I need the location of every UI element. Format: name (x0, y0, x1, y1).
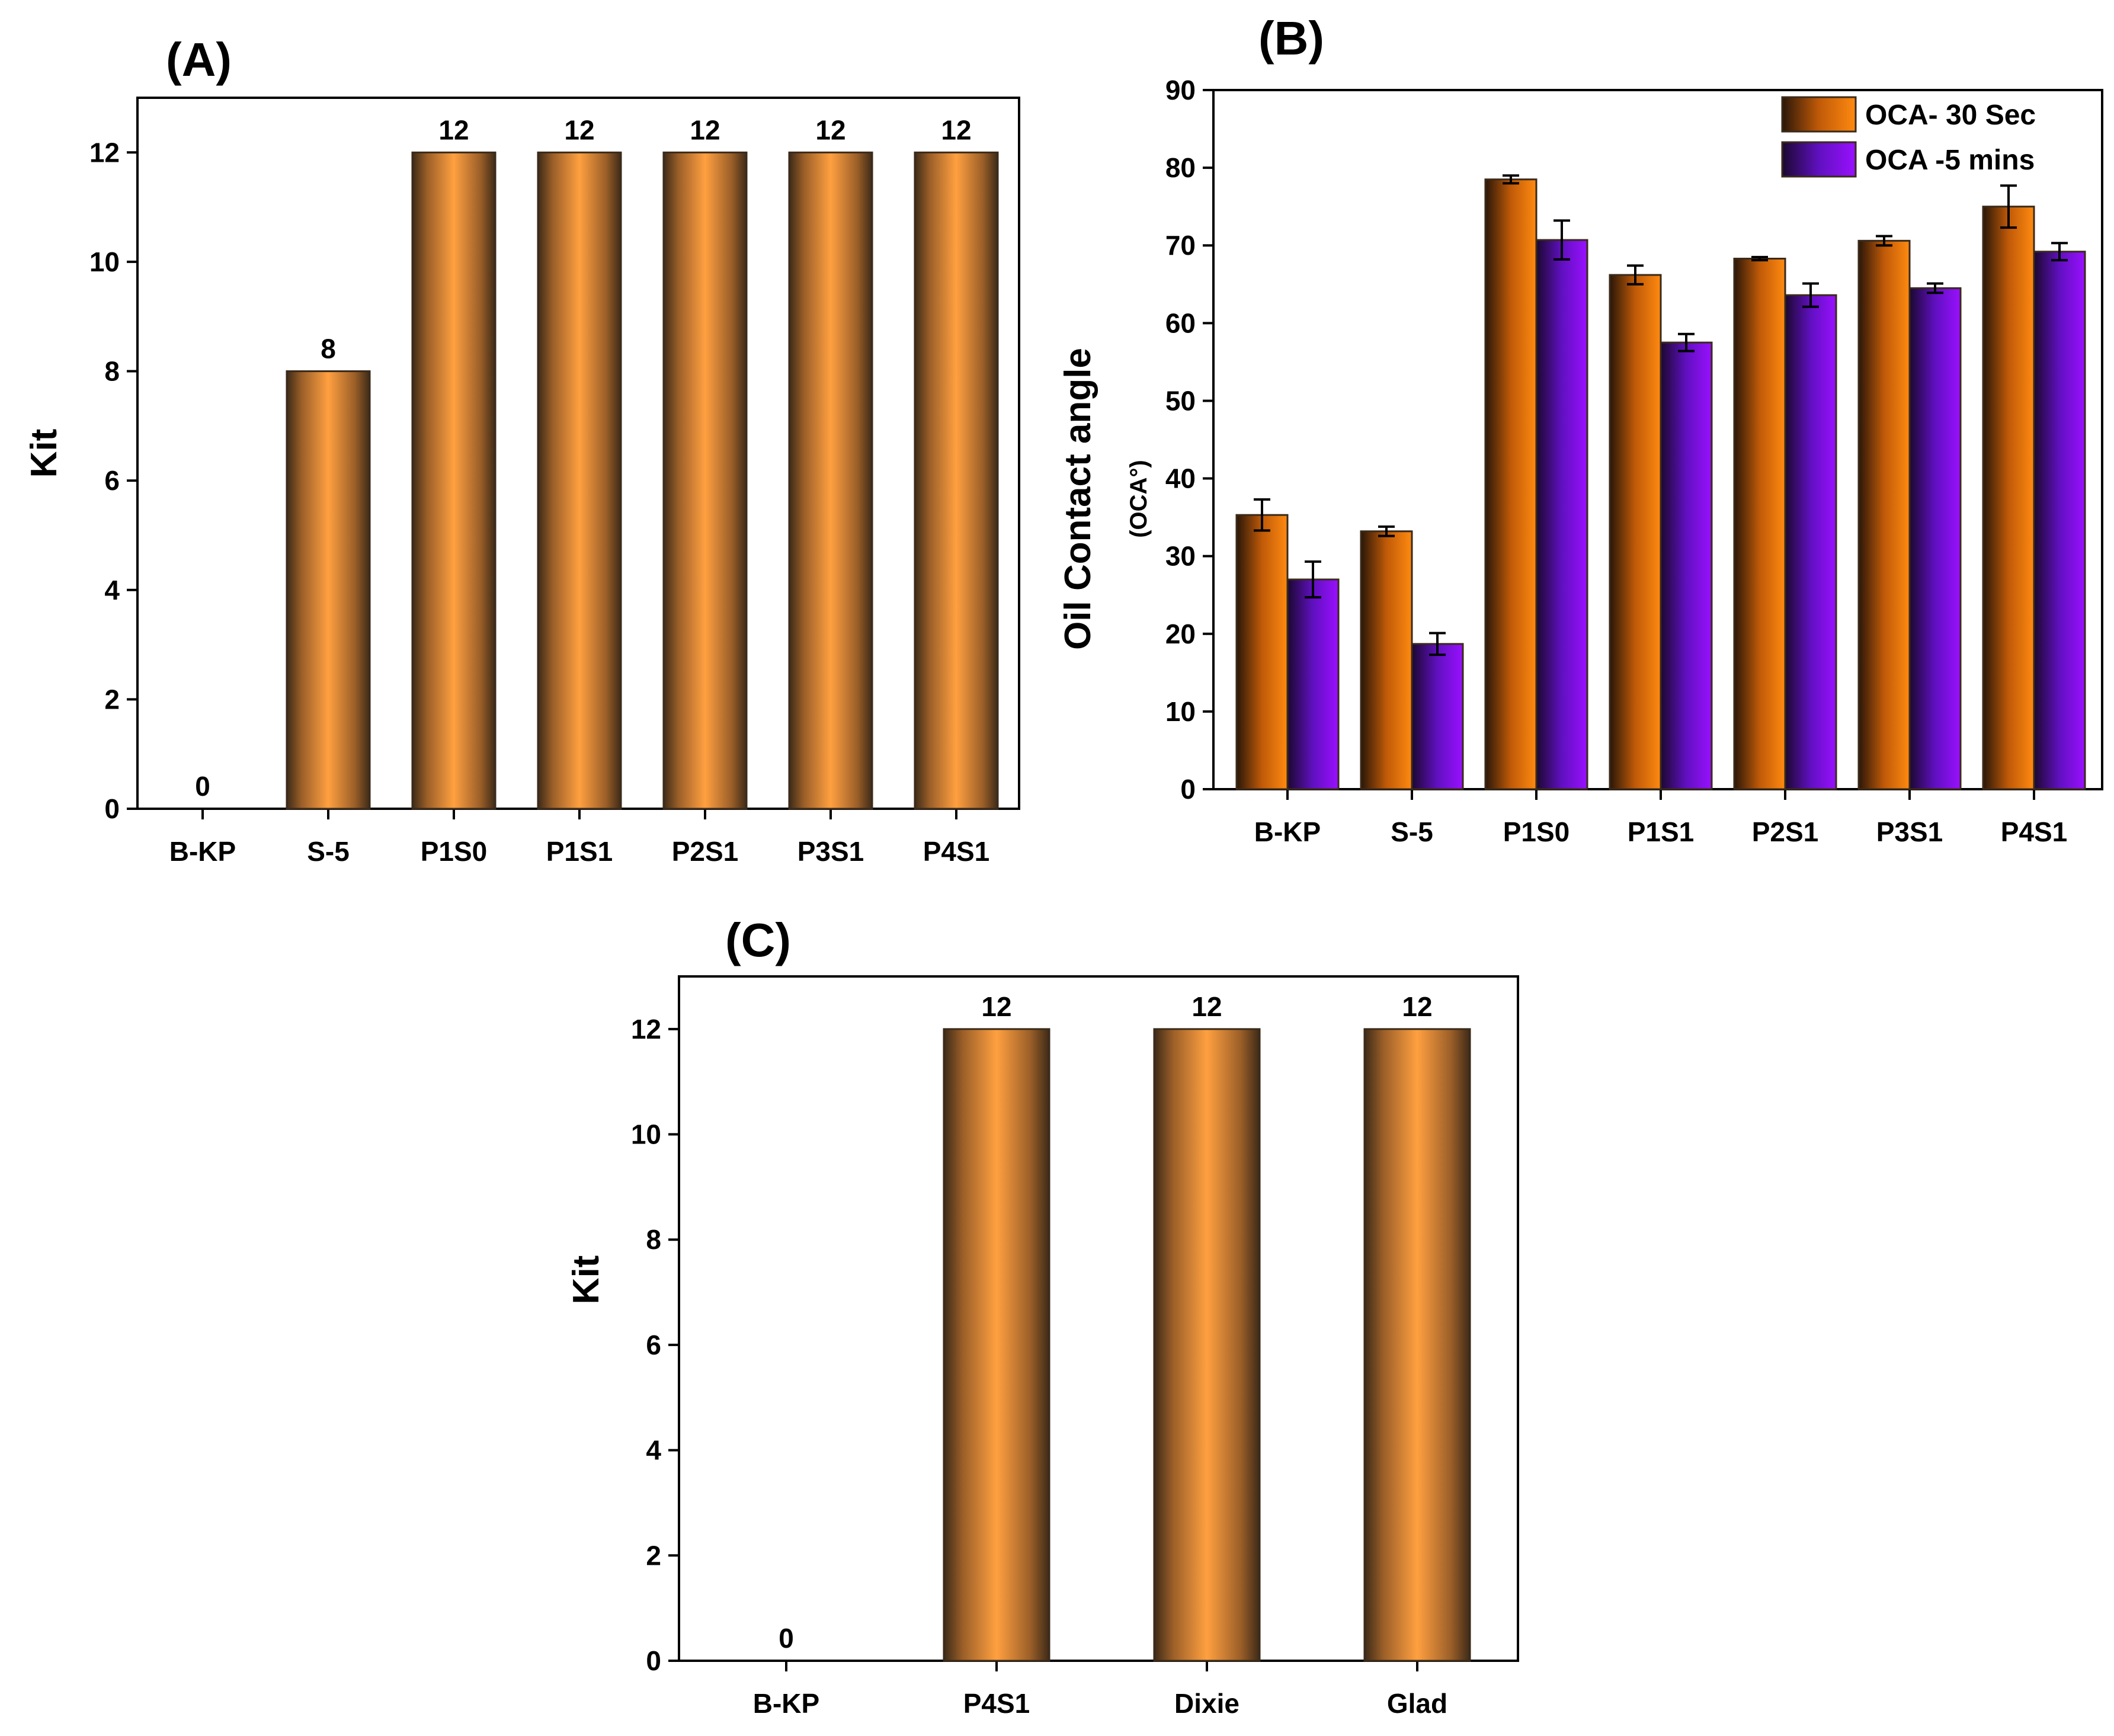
panel-a-y-tick-label: 6 (104, 465, 120, 496)
panel-b-legend-swatch-2 (1781, 141, 1857, 178)
panel-b-x-tick-label: S-5 (1391, 816, 1433, 847)
panel-b-y-tick-label: 40 (1165, 463, 1196, 494)
panel-c-y-tick-label: 0 (646, 1645, 661, 1676)
panel-c-x-tick-label: Dixie (1174, 1688, 1239, 1719)
panel-b-x-tick-label: P4S1 (2001, 816, 2068, 847)
panel-c-x-tick-label: Glad (1387, 1688, 1447, 1719)
panel-c-plot-frame (678, 975, 1519, 1662)
panel-b-y-tick-label: 70 (1165, 230, 1196, 261)
panel-b-y-axis-title: Oil Contact angle (1058, 348, 1098, 650)
panel-c-x-tick-label: B-KP (753, 1688, 819, 1719)
panel-a-bar-p3s1 (788, 151, 873, 810)
panel-b-bar-b-kp-series-1 (1235, 514, 1289, 790)
panel-b-bar-p1s0-series-1 (1484, 178, 1538, 790)
panel-b-bar-p1s0-series-2 (1535, 239, 1588, 790)
panel-c-chart: (C) 0 2 4 6 8 10 12 Kit B-KP 0 P4S1 12 Dixie 12 Glad 12 (566, 914, 1519, 1719)
panel-c-data-label: 0 (779, 1623, 794, 1654)
panel-b-y-tick-label: 90 (1165, 75, 1196, 105)
panel-c-y-tick-label: 10 (631, 1119, 661, 1150)
panel-c-bar-p4s1 (943, 1028, 1050, 1662)
panel-b-y-tick-label: 60 (1165, 308, 1196, 338)
panel-a-x-tick-label: P1S1 (546, 836, 613, 867)
panel-b-bar-p1s1-series-2 (1660, 341, 1713, 790)
panel-a-data-label: 8 (321, 334, 336, 364)
panel-b-bar-s-5-series-2 (1411, 643, 1464, 790)
panel-b-x-tick-label: P2S1 (1752, 816, 1819, 847)
panel-a-bar-p1s1 (537, 151, 622, 810)
panel-c-y-axis-title: Kit (566, 1255, 607, 1305)
panel-b-chart: (B) 0 10 20 30 40 50 60 70 80 90 Oil Contact angle (… (1058, 12, 2103, 847)
panel-a-y-tick-label: 2 (104, 684, 120, 715)
panel-c-y-tick-label: 8 (646, 1224, 661, 1255)
panel-a-bar-s-5 (286, 370, 371, 810)
panel-b-x-tick-label: B-KP (1254, 816, 1321, 847)
panel-a-x-tick-label: B-KP (169, 836, 236, 867)
panel-a-label: (A) (166, 33, 232, 86)
panel-b-y-tick-label: 30 (1165, 541, 1196, 572)
panel-a-data-label: 12 (690, 114, 720, 145)
panel-c-x-tick-label: P4S1 (963, 1688, 1030, 1719)
panel-a-x-tick-label: S-5 (307, 836, 350, 867)
panel-c-y-tick-label: 2 (646, 1540, 661, 1571)
panel-a-y-tick-label: 0 (104, 793, 120, 824)
panel-a-data-label: 0 (195, 771, 210, 802)
panel-c-bar-dixie (1153, 1028, 1261, 1662)
panel-b-legend-swatch-1 (1781, 96, 1857, 133)
panel-b-x-tick-label: P1S1 (1628, 816, 1695, 847)
panel-c-label: (C) (725, 914, 791, 966)
panel-a-data-label: 12 (941, 114, 971, 145)
panel-b-y-tick-label: 50 (1165, 385, 1196, 416)
panel-b-bar-p2s1-series-1 (1733, 258, 1786, 790)
panel-b-bar-p4s1-series-1 (1982, 206, 2035, 790)
panel-c-y-tick-label: 6 (646, 1330, 661, 1360)
panel-c-data-label: 12 (981, 991, 1011, 1022)
panel-a-bar-p4s1 (914, 151, 999, 810)
panel-b-bar-p4s1-series-2 (2033, 251, 2086, 790)
panel-a-chart: (A) 0 2 4 6 8 10 12 Kit B-KP 0 S-5 8 P1S0 12 P1S1 12 P2S1… (24, 33, 1020, 867)
panel-a-x-tick-label: P2S1 (672, 836, 739, 867)
panel-b-label: (B) (1258, 12, 1324, 65)
panel-b-y-axis-subtitle: (OCA°) (1126, 460, 1152, 538)
panel-a-bar-p1s0 (411, 151, 497, 810)
panel-b-y-tick-label: 80 (1165, 152, 1196, 183)
panel-a-y-tick-label: 12 (89, 137, 120, 168)
panel-b-bar-b-kp-series-2 (1286, 578, 1340, 790)
panel-a-y-tick-label: 8 (104, 356, 120, 387)
panel-b-bar-p3s1-series-1 (1857, 239, 1911, 790)
panel-c-data-label: 12 (1191, 991, 1222, 1022)
panel-b-x-tick-label: P1S0 (1503, 816, 1570, 847)
panel-b-y-tick-label: 20 (1165, 619, 1196, 649)
panel-a-bar-p2s1 (662, 151, 748, 810)
panel-b-legend-label-2: OCA -5 mins (1865, 145, 2035, 176)
panel-c-bar-glad (1363, 1028, 1471, 1662)
panel-b-y-tick-label: 10 (1165, 696, 1196, 727)
panel-a-y-axis-title: Kit (24, 429, 65, 478)
panel-b-bar-p3s1-series-2 (1908, 287, 1962, 790)
panel-c-y-tick-label: 12 (631, 1014, 661, 1045)
panel-b-y-tick-label: 0 (1180, 774, 1196, 805)
panel-b-x-tick-label: P3S1 (1876, 816, 1943, 847)
panel-b-bar-s-5-series-1 (1360, 530, 1413, 790)
panel-c-data-label: 12 (1402, 991, 1432, 1022)
panel-a-x-tick-label: P1S0 (421, 836, 488, 867)
panel-a-data-label: 12 (564, 114, 594, 145)
panel-a-y-tick-label: 10 (89, 246, 120, 277)
panel-b-bar-p1s1-series-1 (1609, 274, 1662, 790)
panel-a-data-label: 12 (815, 114, 845, 145)
panel-a-y-tick-label: 4 (104, 575, 120, 606)
panel-c-y-tick-label: 4 (646, 1435, 661, 1466)
panel-a-x-tick-label: P4S1 (923, 836, 990, 867)
panel-b-bar-p2s1-series-2 (1784, 294, 1837, 790)
panel-b-legend-label-1: OCA- 30 Sec (1865, 100, 2036, 131)
panel-a-x-tick-label: P3S1 (797, 836, 864, 867)
panel-a-data-label: 12 (438, 114, 469, 145)
